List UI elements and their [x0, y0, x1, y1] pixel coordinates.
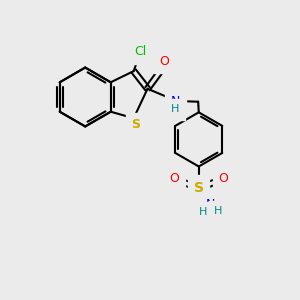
Text: O: O: [159, 55, 169, 68]
Text: O: O: [218, 172, 228, 185]
Text: O: O: [169, 172, 179, 185]
Text: N: N: [171, 95, 180, 108]
Text: H: H: [214, 206, 223, 216]
Text: N: N: [206, 198, 215, 211]
Text: S: S: [194, 181, 204, 195]
Text: H: H: [171, 104, 180, 114]
Text: H: H: [199, 207, 207, 218]
Text: S: S: [131, 118, 140, 131]
Text: Cl: Cl: [134, 45, 147, 58]
